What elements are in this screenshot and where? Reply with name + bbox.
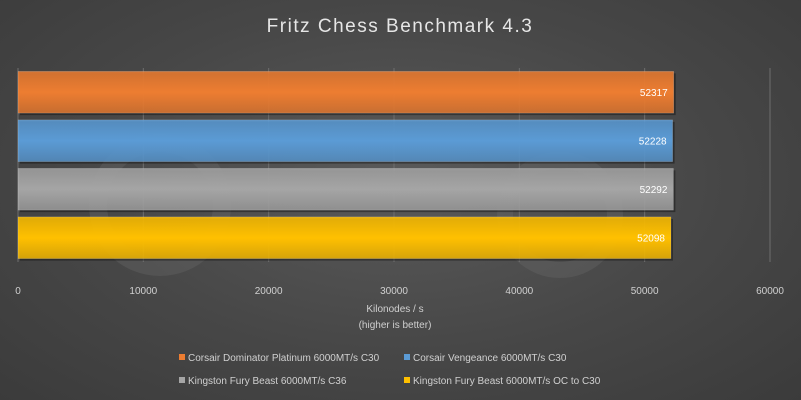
legend-item: Corsair Vengeance 6000MT/s C30 [404,353,567,364]
legend-label: Corsair Dominator Platinum 6000MT/s C30 [188,353,380,364]
x-tick-label: 20000 [255,286,283,297]
bar [17,168,674,211]
x-tick-label: 10000 [129,286,157,297]
bar-group [17,216,673,261]
bars [17,71,676,261]
legend-label: Corsair Vengeance 6000MT/s C30 [413,353,567,364]
bar-group [17,71,676,116]
bar [17,119,673,162]
legend-item: Corsair Dominator Platinum 6000MT/s C30 [179,353,380,364]
bar-group [17,168,676,213]
bar-value-label: 52292 [640,185,668,196]
bar [17,71,675,114]
x-tick-label: 40000 [505,286,533,297]
legend-label: Kingston Fury Beast 6000MT/s OC to C30 [413,376,601,387]
x-axis-label: Kilonodes / s [366,304,423,315]
legend-swatch [179,354,185,360]
chart-title: Fritz Chess Benchmark 4.3 [267,16,534,37]
legend-item: Kingston Fury Beast 6000MT/s OC to C30 [404,376,601,387]
x-tick-label: 60000 [756,286,784,297]
legend-item: Kingston Fury Beast 6000MT/s C36 [179,376,347,387]
legend-label: Kingston Fury Beast 6000MT/s C36 [188,376,347,387]
bar-labels: 52317 52228 52292 52098 [637,88,668,245]
legend: Corsair Dominator Platinum 6000MT/s C30 C… [179,353,601,387]
bar-group [17,119,675,164]
bar [17,216,672,259]
legend-swatch [404,354,410,360]
bar-value-label: 52098 [637,233,665,244]
x-axis-sublabel: (higher is better) [359,320,432,331]
bar-value-label: 52317 [640,88,668,99]
bar-value-label: 52228 [639,136,667,147]
x-tick-label: 50000 [631,286,659,297]
legend-swatch [404,377,410,383]
x-tick-label: 30000 [380,286,408,297]
legend-swatch [179,377,185,383]
x-tick-labels: 0 10000 20000 30000 40000 50000 60000 [15,286,784,297]
x-tick-label: 0 [15,286,21,297]
